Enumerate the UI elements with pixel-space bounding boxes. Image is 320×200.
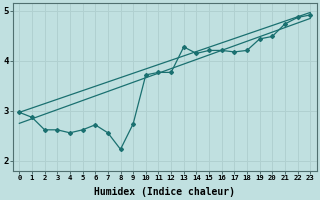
- X-axis label: Humidex (Indice chaleur): Humidex (Indice chaleur): [94, 186, 235, 197]
